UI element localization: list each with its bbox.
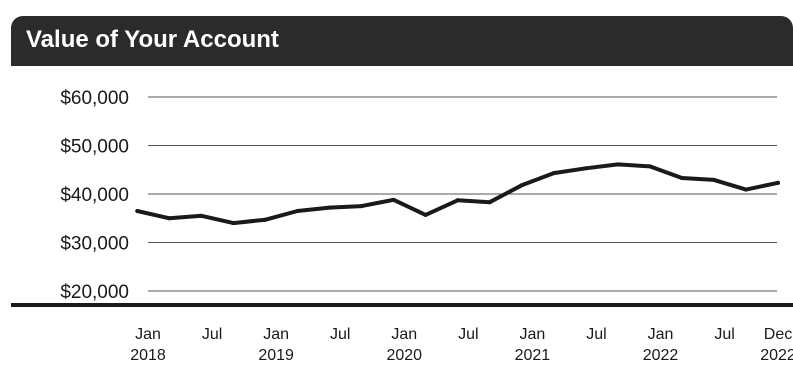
- x-tick-label: Dec: [764, 326, 792, 343]
- x-tick-label: Jan: [263, 326, 289, 343]
- x-tick-year-label: 2021: [515, 347, 551, 364]
- chart-header-bar: Value of Your Account: [11, 16, 793, 66]
- data-point: [615, 162, 620, 167]
- x-tick-label: Jul: [202, 326, 222, 343]
- data-point: [263, 217, 268, 222]
- x-tick-label: Jan: [135, 326, 161, 343]
- data-point: [679, 175, 684, 180]
- x-tick-year-label: 2019: [258, 347, 294, 364]
- x-tick-year-label: 2018: [130, 347, 166, 364]
- data-point: [583, 166, 588, 171]
- data-point: [519, 183, 524, 188]
- x-axis-tick-labels: Jan 2018 Jul Jan 2019 Jul Jan 2020 Jul Jan 2021 Jul…: [130, 326, 793, 364]
- data-point: [391, 197, 396, 202]
- x-tick-label: Jul: [458, 326, 478, 343]
- data-point: [551, 171, 556, 176]
- data-point: [135, 208, 140, 213]
- data-point: [231, 221, 236, 226]
- x-tick-label: Jan: [648, 326, 674, 343]
- y-tick-label: $20,000: [60, 282, 129, 303]
- x-tick-label: Jan: [391, 326, 417, 343]
- data-point: [455, 198, 460, 203]
- y-tick-label: $40,000: [60, 185, 129, 206]
- data-point: [776, 180, 780, 185]
- data-point: [167, 216, 172, 221]
- x-tick-label: Jan: [520, 326, 546, 343]
- y-tick-label: $30,000: [60, 234, 129, 255]
- grid-lines: [148, 96, 777, 292]
- x-tick-label: Jul: [586, 326, 606, 343]
- data-point: [711, 177, 716, 182]
- x-tick-label: Jul: [330, 326, 350, 343]
- x-tick-year-label: 2022: [643, 347, 679, 364]
- x-tick-year-label: 2022: [760, 347, 793, 364]
- data-point: [487, 200, 492, 205]
- x-tick-label: Jul: [714, 326, 734, 343]
- series-line-layer: [135, 162, 780, 226]
- data-point: [647, 164, 652, 169]
- data-point: [359, 204, 364, 209]
- data-point: [295, 208, 300, 213]
- data-point: [327, 205, 332, 210]
- data-point: [423, 212, 428, 217]
- chart-title: Value of Your Account: [26, 26, 279, 53]
- data-point: [199, 213, 204, 218]
- x-tick-year-label: 2020: [386, 347, 422, 364]
- y-axis-tick-labels: $20,000 $30,000 $40,000 $50,000 $60,000: [60, 88, 129, 303]
- y-tick-label: $50,000: [60, 137, 129, 158]
- y-tick-label: $60,000: [60, 88, 129, 109]
- data-point: [743, 187, 748, 192]
